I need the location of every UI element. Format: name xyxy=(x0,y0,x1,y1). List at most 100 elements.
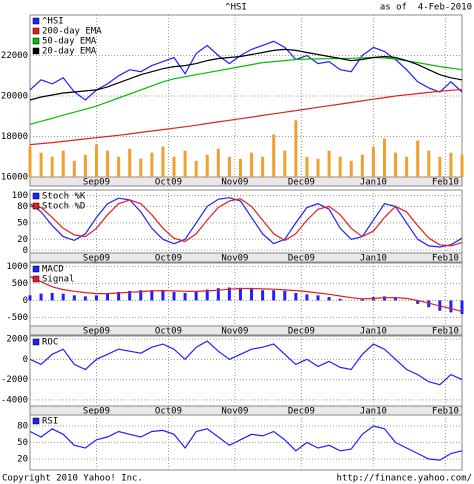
bar xyxy=(50,156,54,177)
x-tick-label: Dec09 xyxy=(288,327,315,337)
bar xyxy=(394,297,398,301)
y-tick-label: 18000 xyxy=(1,132,28,142)
bar xyxy=(438,156,442,177)
bar xyxy=(183,150,187,177)
bar xyxy=(427,300,431,308)
legend-swatch xyxy=(32,417,40,425)
legend-swatch xyxy=(32,265,40,273)
as-of: as of 4-Feb-2010 xyxy=(380,3,472,13)
x-tick-label: Feb10 xyxy=(432,178,459,188)
bar xyxy=(360,298,364,301)
bar xyxy=(327,150,331,177)
bar xyxy=(394,152,398,177)
bar xyxy=(172,291,176,301)
bar xyxy=(94,295,98,301)
bar xyxy=(83,296,87,301)
bar xyxy=(316,295,320,301)
line xyxy=(29,48,463,101)
bar xyxy=(305,294,309,301)
bar xyxy=(117,291,121,301)
line xyxy=(29,197,463,248)
bar xyxy=(28,295,32,301)
x-label-band xyxy=(29,252,463,263)
bar xyxy=(227,287,231,301)
x-tick-label: Sep09 xyxy=(83,254,110,264)
y-tick-label: -2000 xyxy=(1,375,28,385)
bar xyxy=(117,156,121,177)
bar xyxy=(316,158,320,177)
bar xyxy=(416,300,420,304)
legend-label: Signal xyxy=(42,275,75,285)
y-tick-label: 500 xyxy=(12,279,28,289)
legend-swatch xyxy=(32,27,40,35)
bar xyxy=(205,154,209,177)
bar xyxy=(382,138,386,177)
y-tick-label: 80 xyxy=(17,422,28,432)
bar xyxy=(194,160,198,177)
bar xyxy=(28,146,32,177)
bar xyxy=(349,160,353,177)
y-tick-label: 100 xyxy=(12,191,28,201)
bar xyxy=(172,156,176,177)
bar xyxy=(183,292,187,301)
legend-label: MACD xyxy=(42,265,64,275)
x-tick-label: Dec09 xyxy=(288,178,315,188)
y-tick-label: 80 xyxy=(17,202,28,212)
bar xyxy=(50,292,54,301)
y-tick-label: 50 xyxy=(17,438,28,448)
line xyxy=(29,425,463,461)
x-tick-label: Nov09 xyxy=(221,254,248,264)
x-tick-label: Nov09 xyxy=(221,407,248,417)
bar xyxy=(250,288,254,301)
bar xyxy=(261,290,265,301)
copyright: Copyright 2010 Yahoo! Inc. xyxy=(2,474,143,484)
bar xyxy=(261,156,265,177)
bar xyxy=(61,150,65,177)
line xyxy=(29,56,463,125)
bar xyxy=(39,152,43,177)
legend-swatch xyxy=(32,338,40,346)
bar xyxy=(416,140,420,177)
x-tick-label: Nov09 xyxy=(221,327,248,337)
line xyxy=(29,340,463,386)
bar xyxy=(61,293,65,301)
panel xyxy=(29,262,463,327)
bar xyxy=(294,120,298,177)
legend-label: 20-day EMA xyxy=(42,47,97,57)
bar xyxy=(205,289,209,301)
bar xyxy=(250,152,254,177)
legend-swatch xyxy=(32,47,40,55)
bar xyxy=(460,154,464,177)
line xyxy=(29,276,463,312)
legend-label: ^HSI xyxy=(42,17,64,27)
bar xyxy=(227,156,231,177)
bar xyxy=(139,158,143,177)
y-tick-label: 20 xyxy=(17,455,28,465)
x-tick-label: Jan10 xyxy=(360,327,387,337)
legend-label: RSI xyxy=(42,417,58,427)
bar xyxy=(305,156,309,177)
legend-label: 50-day EMA xyxy=(42,37,97,47)
bar xyxy=(338,298,342,301)
legend-label: ROC xyxy=(42,338,58,348)
line xyxy=(29,40,463,101)
y-tick-label: -500 xyxy=(6,313,28,323)
y-tick-label: 16000 xyxy=(1,173,28,183)
bar xyxy=(294,292,298,301)
legend-swatch xyxy=(32,275,40,283)
bar xyxy=(360,154,364,177)
x-tick-label: Sep09 xyxy=(83,178,110,188)
bar xyxy=(338,156,342,177)
bar xyxy=(128,148,132,177)
bar xyxy=(194,291,198,301)
x-tick-label: Nov09 xyxy=(221,178,248,188)
bar xyxy=(371,146,375,177)
legend-label: 200-day EMA xyxy=(42,27,102,37)
bar xyxy=(272,134,276,177)
bar xyxy=(460,300,464,315)
bar xyxy=(39,293,43,301)
bar xyxy=(106,150,110,177)
y-tick-label: 0 xyxy=(23,355,28,365)
bar xyxy=(83,154,87,177)
